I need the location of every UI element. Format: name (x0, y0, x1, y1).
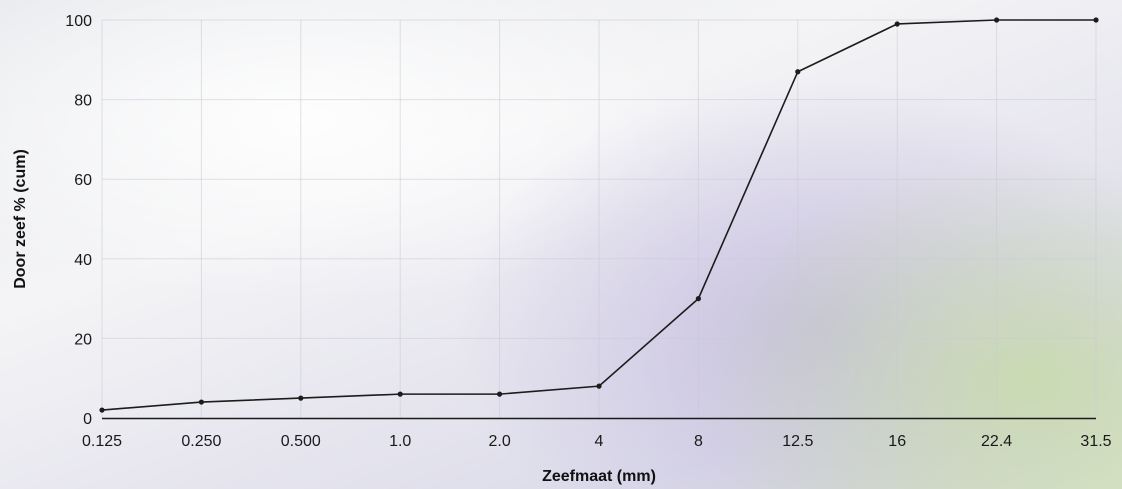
x-tick-label: 2.0 (488, 433, 510, 450)
x-axis-title: Zeefmaat (mm) (542, 468, 656, 485)
data-point (397, 391, 403, 397)
x-tick-label: 31.5 (1080, 433, 1111, 450)
y-tick-label: 40 (74, 252, 92, 269)
data-point (894, 21, 900, 27)
data-point (1093, 17, 1099, 23)
y-tick-label: 60 (74, 172, 92, 189)
x-tick-label: 0.500 (281, 433, 321, 450)
grid (101, 19, 1097, 418)
x-tick-label: 16 (888, 433, 906, 450)
data-point (198, 399, 204, 405)
y-tick-label: 80 (74, 93, 92, 110)
y-tick-label: 20 (74, 331, 92, 348)
data-point (497, 391, 503, 397)
data-point (298, 395, 304, 401)
x-tick-label: 1.0 (389, 433, 411, 450)
y-tick-label: 0 (83, 411, 92, 428)
data-point (99, 407, 105, 413)
x-tick-label: 0.125 (82, 433, 122, 450)
y-axis-title: Door zeef % (cum) (12, 149, 29, 289)
x-tick-label: 8 (694, 433, 703, 450)
x-tick-label: 22.4 (981, 433, 1012, 450)
data-point (994, 17, 1000, 23)
series (99, 17, 1099, 413)
y-tick-label: 100 (65, 13, 92, 30)
x-tick-label: 0.250 (181, 433, 221, 450)
x-tick-label: 12.5 (782, 433, 813, 450)
x-tick-label: 4 (595, 433, 604, 450)
data-point (795, 69, 801, 75)
data-point (596, 383, 602, 389)
tick-labels: 0 20 40 60 80 100 0.125 0.250 0.500 1.0 2.0 4 8 12.5 1… (65, 13, 1111, 450)
data-point (695, 296, 702, 302)
